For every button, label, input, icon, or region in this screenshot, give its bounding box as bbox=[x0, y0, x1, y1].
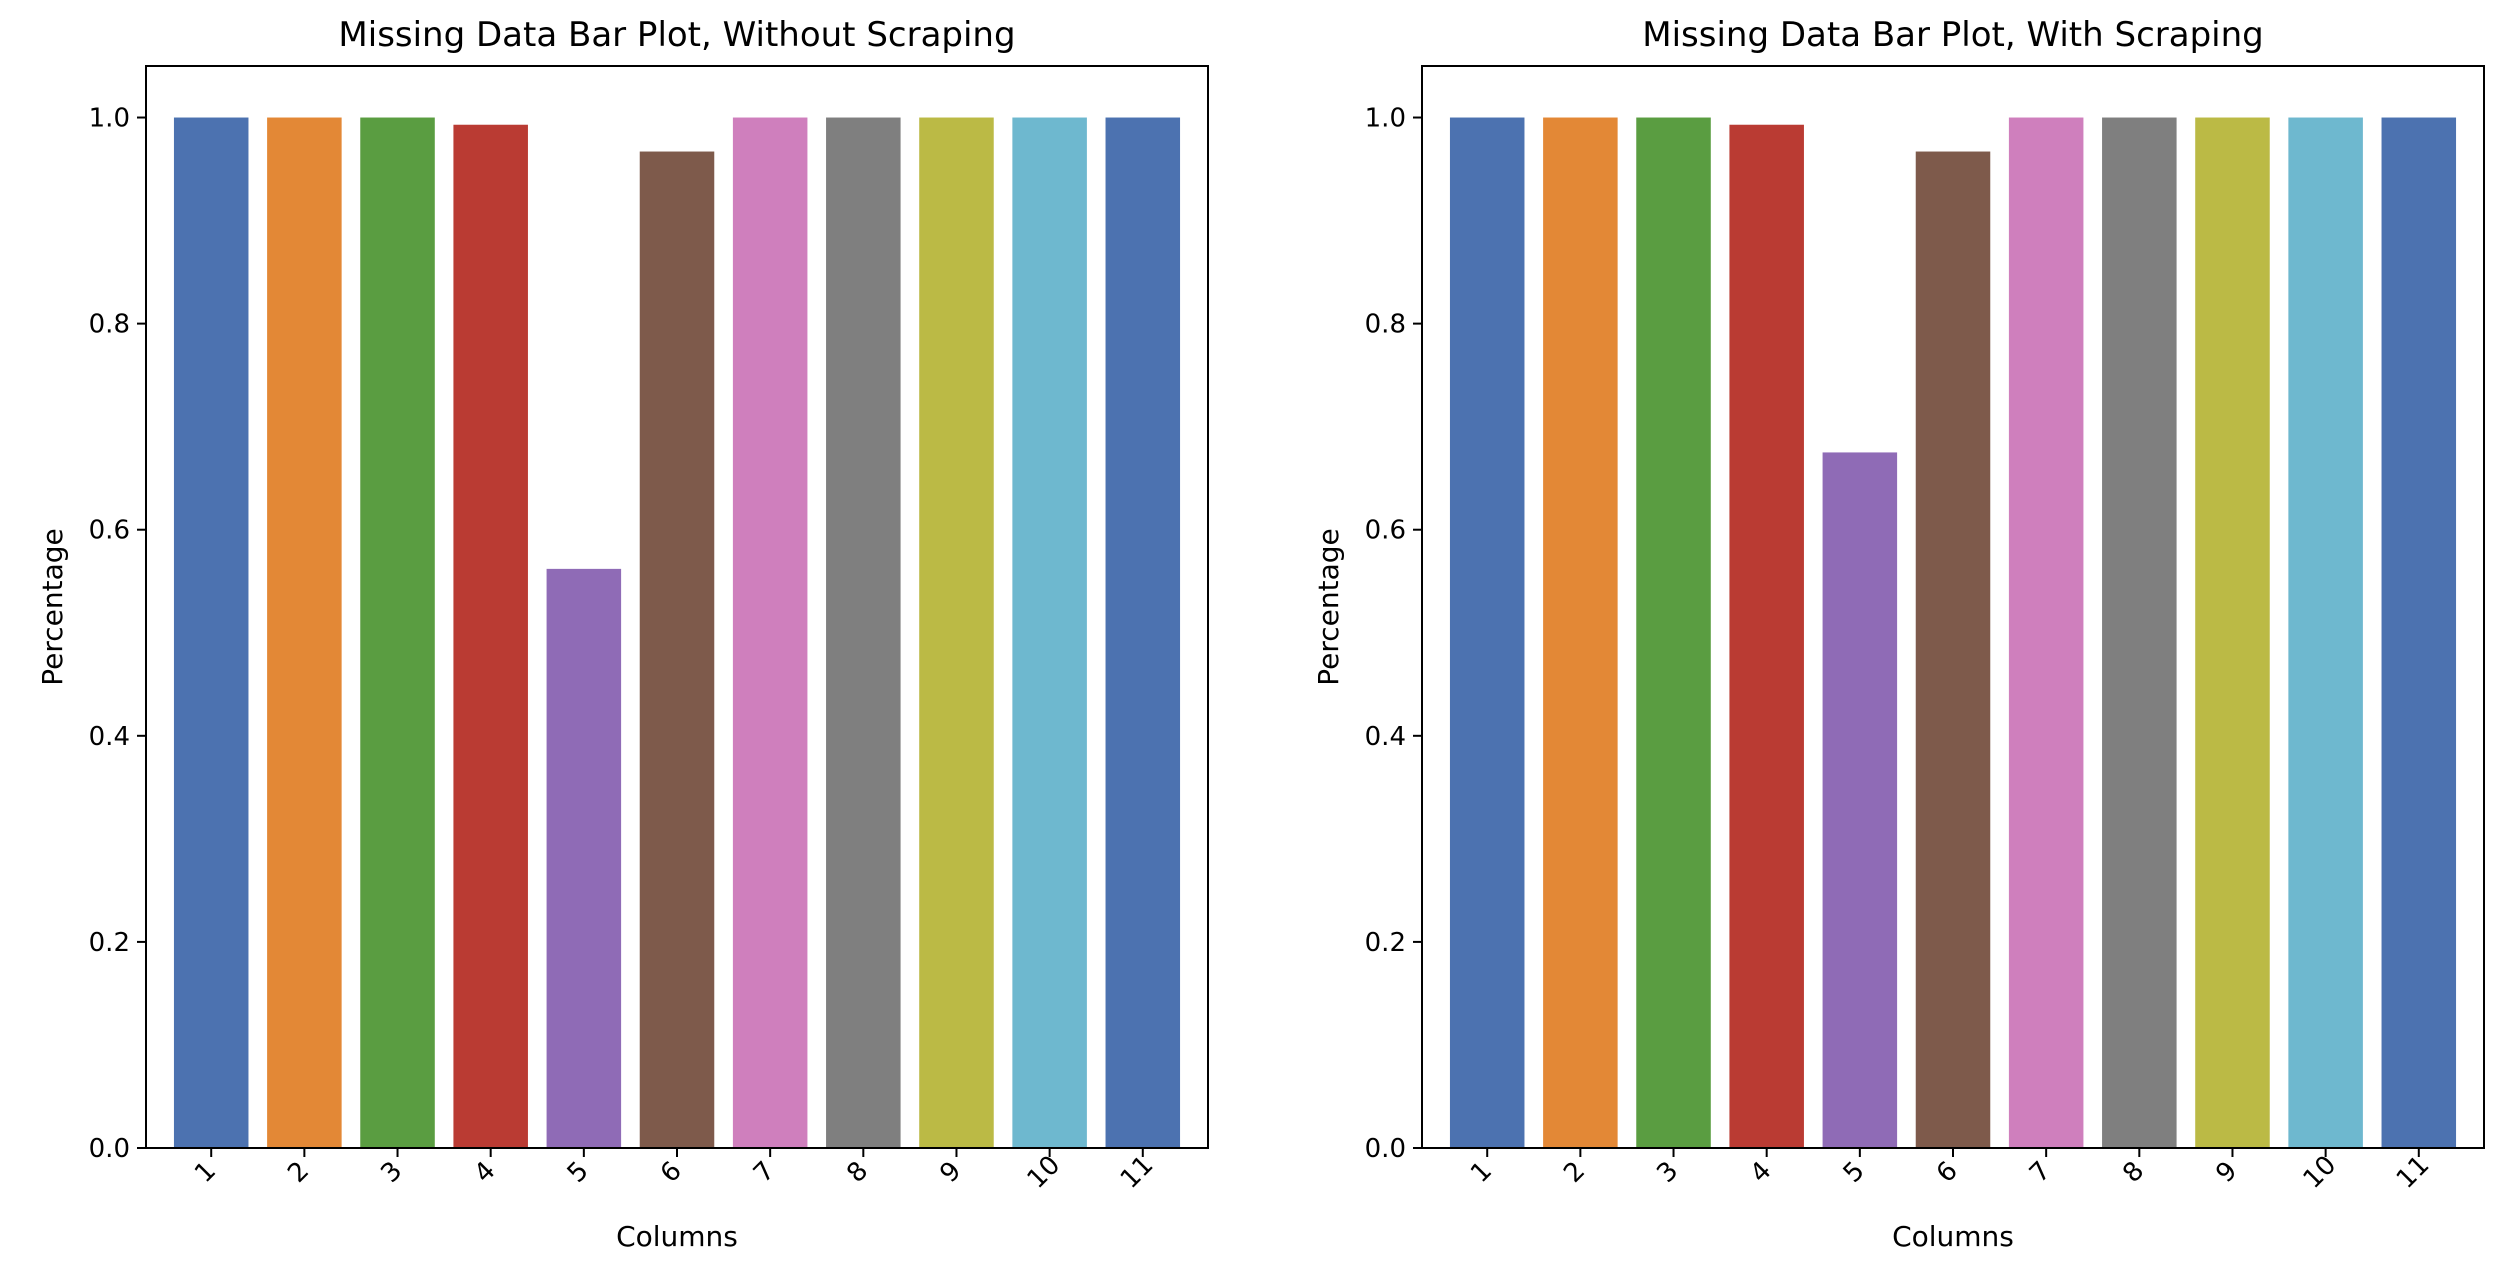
x-tick-label: 3 bbox=[1651, 1156, 1684, 1189]
bar-col-6 bbox=[1915, 151, 1991, 1148]
x-tick-label: 5 bbox=[1838, 1156, 1871, 1189]
y-tick-label: 0.2 bbox=[1365, 928, 1406, 958]
x-tick-label: 8 bbox=[2117, 1156, 2150, 1189]
y-tick-label: 0.4 bbox=[1365, 722, 1406, 752]
y-tick-label: 1.0 bbox=[1365, 104, 1406, 134]
x-tick-label: 2 bbox=[1558, 1156, 1591, 1189]
bar-col-4 bbox=[453, 124, 528, 1149]
chart-title: Missing Data Bar Plot, With Scraping bbox=[1642, 15, 2263, 55]
bar-col-9 bbox=[919, 117, 994, 1149]
x-tick-label: 7 bbox=[748, 1156, 781, 1189]
x-tick-label: 6 bbox=[1931, 1156, 1964, 1189]
y-tick-label: 1.0 bbox=[89, 104, 130, 134]
y-axis-label: Percentage bbox=[1312, 528, 1345, 686]
x-tick-label: 6 bbox=[655, 1156, 688, 1189]
x-tick-label: 9 bbox=[2210, 1156, 2243, 1189]
bar-col-4 bbox=[1729, 124, 1804, 1149]
bar-col-9 bbox=[2195, 117, 2270, 1149]
y-tick-label: 0.6 bbox=[1365, 516, 1406, 546]
x-axis-label: Columns bbox=[1892, 1220, 2014, 1253]
y-tick-label: 0.6 bbox=[89, 516, 130, 546]
x-tick-label: 7 bbox=[2024, 1156, 2057, 1189]
x-tick-label: 11 bbox=[2391, 1150, 2436, 1195]
x-tick-label: 8 bbox=[841, 1156, 874, 1189]
x-tick-label: 5 bbox=[562, 1156, 595, 1189]
chart-without-scraping: Missing Data Bar Plot, Without Scraping … bbox=[36, 15, 1209, 1253]
bar-col-1 bbox=[173, 117, 249, 1149]
y-tick-label: 0.8 bbox=[89, 310, 130, 340]
y-tick-label: 0.0 bbox=[1365, 1134, 1406, 1164]
x-tick-label: 4 bbox=[469, 1156, 502, 1189]
x-tick-label: 11 bbox=[1115, 1150, 1160, 1195]
y-tick-label: 0.8 bbox=[1365, 310, 1406, 340]
x-axis-label: Columns bbox=[616, 1220, 738, 1253]
bar-col-11 bbox=[1105, 117, 1181, 1149]
y-tick-label: 0.4 bbox=[89, 722, 130, 752]
x-tick-label: 10 bbox=[1022, 1150, 1067, 1195]
chart-title: Missing Data Bar Plot, Without Scraping bbox=[338, 15, 1015, 55]
y-tick-label: 0.2 bbox=[89, 928, 130, 958]
bar-col-10 bbox=[2288, 117, 2363, 1149]
bar-col-10 bbox=[1012, 117, 1087, 1149]
bar-col-5 bbox=[1822, 452, 1898, 1148]
bar-col-8 bbox=[2102, 117, 2177, 1149]
x-tick-label: 4 bbox=[1745, 1156, 1778, 1189]
bar-col-1 bbox=[1449, 117, 1525, 1149]
chart-with-scraping: Missing Data Bar Plot, With Scraping Col… bbox=[1312, 15, 2485, 1253]
bar-col-2 bbox=[267, 117, 342, 1149]
bar-col-7 bbox=[2008, 117, 2084, 1149]
x-tick-label: 1 bbox=[189, 1156, 222, 1189]
y-tick-label: 0.0 bbox=[89, 1134, 130, 1164]
x-tick-label: 3 bbox=[375, 1156, 408, 1189]
bar-col-2 bbox=[1543, 117, 1618, 1149]
bar-col-7 bbox=[732, 117, 808, 1149]
y-axis-label: Percentage bbox=[36, 528, 69, 686]
bar-col-8 bbox=[826, 117, 901, 1149]
x-tick-label: 9 bbox=[934, 1156, 967, 1189]
x-tick-label: 2 bbox=[282, 1156, 315, 1189]
bar-col-11 bbox=[2381, 117, 2457, 1149]
x-tick-label: 10 bbox=[2298, 1150, 2343, 1195]
bar-col-5 bbox=[546, 568, 622, 1148]
bar-col-3 bbox=[360, 117, 435, 1149]
x-tick-label: 1 bbox=[1465, 1156, 1498, 1189]
bar-col-3 bbox=[1636, 117, 1711, 1149]
bar-col-6 bbox=[639, 151, 715, 1148]
